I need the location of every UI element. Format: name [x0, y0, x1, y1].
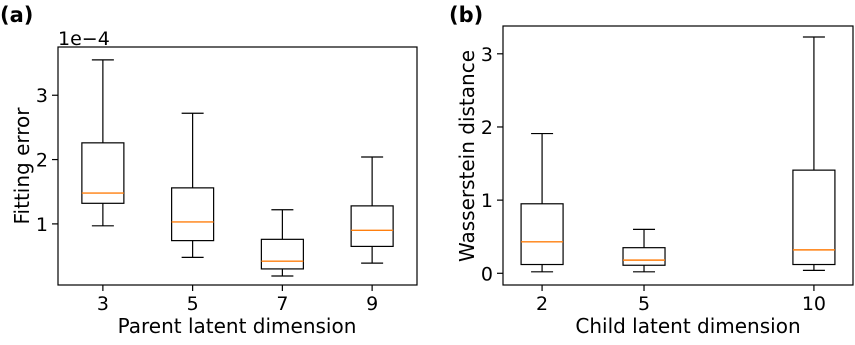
panel-b-boxes — [520, 36, 836, 273]
panel-a-y-tick-label: 2 — [36, 150, 48, 172]
panel-a-boxes — [81, 59, 394, 277]
panel-b-y-tick-label: 2 — [481, 117, 493, 139]
panel-b-box — [622, 247, 666, 266]
panel-b-box — [520, 203, 564, 266]
panel-b-y-tick-label: 1 — [481, 190, 493, 212]
panel-b: (b) 0 1 2 3 2 5 10 Child latent dimension Was… — [449, 3, 854, 338]
panel-a-x-tick-label: 7 — [276, 293, 288, 315]
panel-a-box — [350, 205, 394, 248]
panel-a-y-ticks: 1 2 3 — [36, 85, 58, 236]
panel-b-y-tick-label: 0 — [481, 263, 493, 285]
panel-a-plot-frame — [57, 46, 418, 286]
panel-b-x-axis-label: Child latent dimension — [575, 314, 800, 338]
panel-a-box — [171, 187, 215, 242]
panel-b-x-tick-label: 10 — [802, 293, 826, 315]
panel-b-y-ticks: 0 1 2 3 — [481, 44, 503, 285]
panel-a-x-tick-label: 9 — [366, 293, 378, 315]
panel-a-label: (a) — [0, 3, 33, 27]
panel-a-y-tick-label: 3 — [36, 85, 48, 107]
panel-a-x-ticks: 3 5 7 9 — [97, 285, 378, 315]
panel-b-x-tick-label: 2 — [536, 293, 548, 315]
panel-a-x-axis-label: Parent latent dimension — [118, 314, 357, 338]
panel-a-y-offset: 1e−4 — [58, 28, 110, 50]
panel-a-box — [260, 238, 304, 270]
panel-a: (a) 1e−4 1 2 3 3 5 7 9 Parent latent dimensio… — [0, 3, 418, 338]
panel-b-label: (b) — [449, 3, 483, 27]
panel-b-y-tick-label: 3 — [481, 44, 493, 66]
panel-a-y-tick-label: 1 — [36, 214, 48, 236]
panel-b-x-tick-label: 5 — [638, 293, 650, 315]
panel-a-y-axis-label: Fitting error — [10, 107, 34, 225]
panel-b-box — [792, 169, 836, 266]
panel-a-box — [81, 142, 125, 204]
panel-a-x-tick-label: 3 — [97, 293, 109, 315]
panel-a-x-tick-label: 5 — [187, 293, 199, 315]
panel-b-x-ticks: 2 5 10 — [536, 285, 826, 315]
panel-b-plot-frame — [502, 25, 854, 286]
panel-b-y-axis-label: Wasserstein distance — [455, 50, 479, 262]
